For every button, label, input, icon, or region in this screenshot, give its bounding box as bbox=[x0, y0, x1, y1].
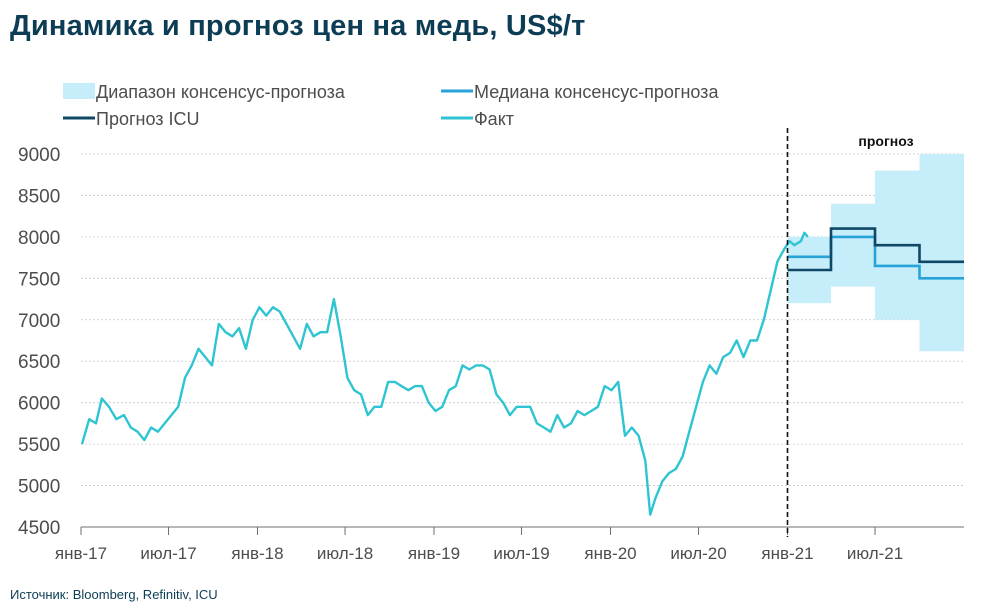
series-lines bbox=[80, 227, 964, 516]
y-tick-label: 6500 bbox=[18, 352, 60, 373]
y-tick-label: 6000 bbox=[18, 394, 60, 415]
legend-icu-forecast-label: Прогноз ICU bbox=[96, 109, 200, 129]
x-tick-label: июл-19 bbox=[493, 544, 549, 563]
fact-line bbox=[80, 231, 809, 516]
source-note: Источник: Bloomberg, Refinitiv, ICU bbox=[10, 587, 218, 602]
y-tick-label: 5000 bbox=[18, 477, 60, 498]
x-tick-label: июл-20 bbox=[670, 544, 726, 563]
legend-fact-label: Факт bbox=[474, 109, 514, 129]
x-tick-label: янв-18 bbox=[231, 544, 283, 563]
y-tick-label: 8000 bbox=[18, 228, 60, 249]
legend-consensus-median-label: Медиана консенсус-прогноза bbox=[474, 82, 719, 102]
axes: 4500 5000 5500 6000 6500 7000 7500 8000 8500 9000… bbox=[18, 128, 964, 563]
page-title: Динамика и прогноз цен на медь, US$/т bbox=[10, 10, 586, 42]
y-tick-label: 5500 bbox=[18, 435, 60, 456]
legend: Диапазон консенсус-прогноза Медиана консе… bbox=[63, 82, 719, 129]
y-tick-label: 8500 bbox=[18, 186, 60, 207]
icu-forecast-line bbox=[787, 227, 964, 272]
y-tick-label: 7500 bbox=[18, 269, 60, 290]
x-tick-label: янв-19 bbox=[408, 544, 460, 563]
x-tick-label: янв-20 bbox=[584, 544, 636, 563]
legend-consensus-range-label: Диапазон консенсус-прогноза bbox=[96, 82, 346, 102]
x-tick-label: июл-21 bbox=[847, 544, 903, 563]
forecast-label: прогноз bbox=[858, 133, 913, 149]
y-tick-label: 7000 bbox=[18, 311, 60, 332]
x-tick-label: янв-17 bbox=[55, 544, 107, 563]
x-tick-label: июл-18 bbox=[317, 544, 373, 563]
range-band-segment bbox=[831, 203, 876, 287]
range-band-segment bbox=[919, 154, 964, 352]
y-tick-label: 4500 bbox=[18, 518, 60, 539]
legend-consensus-range-swatch bbox=[63, 83, 95, 99]
x-tick-label: янв-21 bbox=[761, 544, 813, 563]
grid-lines bbox=[81, 153, 964, 486]
x-tick-label: июл-17 bbox=[140, 544, 196, 563]
y-tick-label: 9000 bbox=[18, 145, 60, 166]
